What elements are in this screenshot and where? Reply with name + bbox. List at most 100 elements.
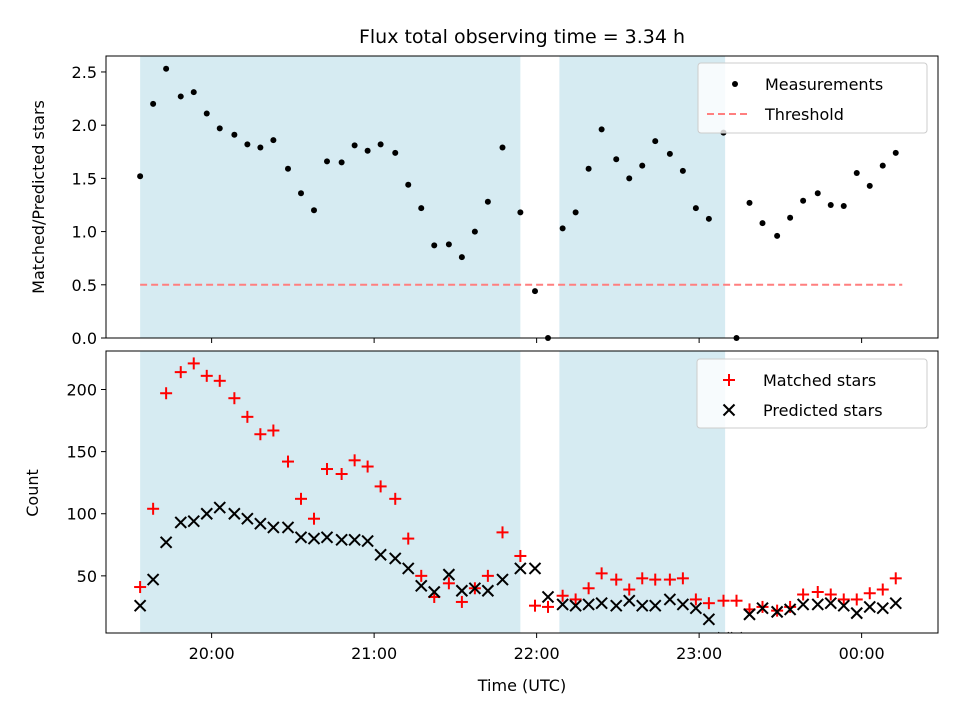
measurement-point: [445, 241, 452, 248]
measurement-point: [324, 158, 330, 165]
predicted-star-point: [811, 598, 824, 611]
predicted-star-point: [770, 605, 784, 619]
predicted-star-point-b: [837, 599, 850, 612]
measurement-point: [746, 199, 753, 206]
top-legend: Measurements Threshold: [697, 62, 928, 134]
matched-star-point: [228, 392, 241, 405]
predicted-star-point-b: [254, 517, 267, 530]
predicted-star-point-b: [663, 593, 677, 606]
measurement-point: [137, 173, 144, 180]
predicted-star-point-b: [281, 521, 295, 534]
top-y-tick-label: 2.0: [72, 116, 97, 135]
predicted-star-point: [796, 598, 810, 611]
predicted-star-point: [187, 514, 200, 528]
matched-star-point: [850, 593, 863, 606]
matched-star-point: [889, 572, 902, 585]
predicted-star-point: [267, 521, 280, 534]
predicted-star-point-b: [496, 573, 509, 586]
bottom-legend: Matched stars Predicted stars: [696, 358, 928, 429]
predicted-star-point: [863, 600, 876, 614]
matched-star-point: [361, 460, 374, 473]
matched-star-point: [542, 600, 554, 613]
predicted-star-point: [582, 598, 595, 611]
measurement-point: [244, 141, 251, 148]
predicted-star-point: [496, 573, 509, 586]
matched-star-point: [730, 594, 743, 607]
predicted-star-point-b: [876, 601, 889, 615]
predicted-star-point: [200, 507, 213, 520]
bottom-points: [133, 357, 902, 633]
predicted-star-point: [636, 599, 649, 612]
predicted-star-point: [146, 573, 160, 586]
predicted-star-point: [402, 562, 415, 575]
predicted-star-point-b: [428, 585, 441, 599]
predicted-star-point-b: [636, 599, 649, 612]
predicted-star-point: [743, 608, 756, 621]
predicted-star-point-b: [569, 599, 582, 612]
matched-star-point: [335, 467, 348, 480]
matched-star-point: [636, 572, 649, 585]
predicted-star-point-b: [133, 599, 147, 612]
predicted-star-point-b: [824, 596, 837, 610]
predicted-star-point-b: [889, 596, 902, 610]
predicted-star-point: [756, 601, 769, 615]
matched-star-point: [160, 387, 173, 400]
matched-star-point: [174, 366, 187, 379]
measurement-point: [892, 149, 899, 156]
measurement-point: [879, 162, 886, 169]
predicted-star-point: [415, 579, 428, 593]
measurement-point: [532, 288, 538, 295]
matched-star-point: [200, 369, 213, 382]
predicted-star-point-b: [159, 536, 173, 549]
predicted-star-point: [481, 584, 495, 597]
measurement-point: [392, 149, 399, 156]
matched-star-point: [514, 549, 527, 562]
x-tick-label: 23:00: [676, 644, 722, 663]
predicted-star-point: [889, 596, 902, 610]
measurement-point: [257, 144, 264, 151]
predicted-star-point: [468, 582, 482, 595]
predicted-star-point: [837, 599, 850, 612]
matched-star-point: [689, 593, 702, 606]
measurement-point: [431, 242, 438, 249]
measurement-point: [298, 190, 304, 197]
measurement-point: [626, 175, 633, 182]
matched-star-point: [556, 589, 569, 602]
measurement-point: [203, 110, 210, 117]
predicted-star-point-b: [415, 579, 428, 593]
matched-star-point: [389, 492, 402, 505]
measurement-point: [585, 165, 592, 172]
matched-star-point: [623, 583, 636, 596]
predicted-star-point: [783, 603, 797, 616]
measurement-point: [692, 205, 699, 212]
measurement-point: [866, 182, 873, 189]
top-y-tick-label: 2.5: [72, 63, 97, 82]
predicted-star-point-b: [213, 501, 226, 514]
matched-star-point: [582, 582, 595, 595]
matched-star-point: [649, 573, 662, 586]
x-axis-label: Time (UTC): [477, 676, 566, 695]
predicted-star-point: [541, 590, 555, 604]
chart-title: Flux total observing time = 3.34 h: [359, 26, 685, 48]
matched-star-point: [702, 597, 715, 610]
measurement-point: [190, 89, 197, 96]
predicted-star-point: [374, 548, 387, 561]
predicted-star-point: [281, 521, 295, 534]
predicted-star-point: [320, 531, 334, 544]
measurement-point: [418, 205, 425, 212]
predicted-star-point-b: [796, 598, 810, 611]
matched-star-point: [797, 588, 810, 601]
predicted-star-point: [389, 552, 402, 565]
predicted-star-point-b: [610, 599, 623, 612]
measurement-point: [150, 100, 157, 107]
measurement-point: [598, 126, 605, 133]
matched-star-point: [496, 526, 509, 539]
matched-star-point: [321, 463, 333, 476]
matched-star-point: [267, 424, 280, 437]
measurement-point: [285, 165, 291, 172]
predicted-star-point-b: [174, 516, 187, 529]
measurement-point: [377, 141, 384, 148]
predicted-star-point: [361, 534, 374, 548]
measurement-point: [639, 162, 646, 169]
predicted-star-point: [241, 512, 254, 525]
